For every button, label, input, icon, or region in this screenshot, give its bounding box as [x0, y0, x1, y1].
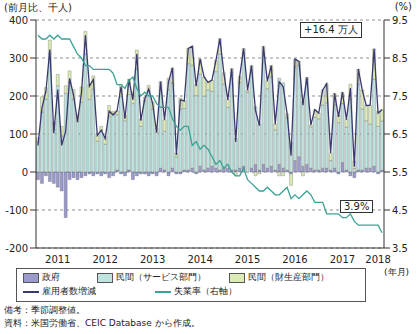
- svg-text:2013: 2013: [140, 254, 165, 265]
- svg-text:5.5: 5.5: [392, 167, 408, 178]
- svg-text:6.5: 6.5: [392, 129, 408, 140]
- svg-text:2017: 2017: [330, 254, 355, 265]
- svg-text:2018: 2018: [365, 254, 390, 265]
- svg-text:3.5: 3.5: [392, 243, 408, 254]
- svg-text:2016: 2016: [282, 254, 307, 265]
- html-text:資料：米国労働省、CEIC Database から作成。: 資料：米国労働省、CEIC Database から作成。: [4, 318, 200, 328]
- svg-text:-200: -200: [8, 243, 28, 254]
- html-text:+16.4 万人: +16.4 万人: [304, 24, 358, 35]
- svg-text:9.5: 9.5: [392, 15, 408, 26]
- svg-text:8.5: 8.5: [392, 53, 408, 64]
- svg-text:2011: 2011: [45, 254, 70, 265]
- html-text:(前月比、千人): (前月比、千人): [4, 2, 72, 13]
- html-text:(年月): (年月): [384, 267, 409, 277]
- svg-text:0: 0: [22, 167, 28, 178]
- html-text:民間（サービス部門）: 民間（サービス部門）: [116, 272, 206, 282]
- svg-text:-100: -100: [8, 205, 28, 216]
- svg-text:300: 300: [9, 53, 28, 64]
- svg-text:2014: 2014: [187, 254, 212, 265]
- html-text:失業率（右軸）: 失業率（右軸）: [174, 286, 237, 296]
- html-text:備考：季節調整値。: 備考：季節調整値。: [4, 305, 85, 315]
- html-text:雇用者数増減: 雇用者数増減: [42, 286, 96, 296]
- html-text:民間（財生産部門）: 民間（財生産部門）: [248, 272, 329, 282]
- svg-text:2015: 2015: [235, 254, 260, 265]
- html-text:政府: 政府: [42, 272, 60, 282]
- svg-text:7.5: 7.5: [392, 91, 408, 102]
- svg-text:400: 400: [9, 15, 28, 26]
- svg-text:2012: 2012: [92, 254, 117, 265]
- html-text:3.9%: 3.9%: [344, 201, 370, 212]
- svg-text:4.5: 4.5: [392, 205, 408, 216]
- svg-text:200: 200: [9, 91, 28, 102]
- svg-text:100: 100: [9, 129, 28, 140]
